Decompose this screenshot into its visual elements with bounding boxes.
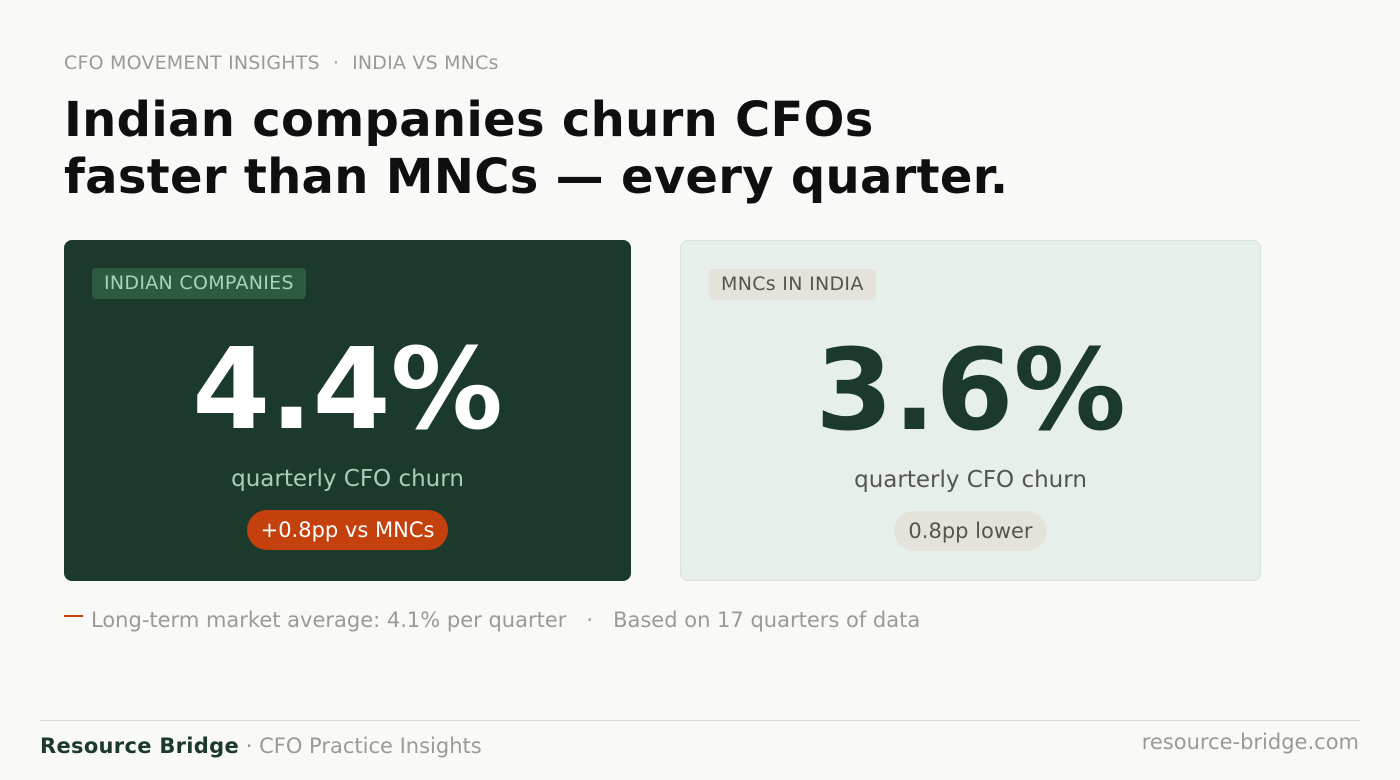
title-line-2: faster than MNCs — every quarter. [64,149,1008,206]
footnote: Long-term market average: 4.1% per quart… [64,608,920,632]
eyebrow-separator: · [333,52,339,74]
brand-tagline: CFO Practice Insights [259,734,482,758]
average-line-marker [64,615,83,617]
title-line-1: Indian companies churn CFOs [64,92,1008,149]
mnc-difference-badge: 0.8pp lower [894,511,1046,551]
mnc-card: MNCs IN INDIA 3.6% quarterly CFO churn 0… [680,240,1261,581]
indian-churn-value: 4.4% [64,320,631,460]
footer-divider [40,720,1360,721]
indian-companies-tag: INDIAN COMPANIES [92,268,306,299]
eyebrow: CFO MOVEMENT INSIGHTS · INDIA VS MNCs [64,52,499,74]
brand-name: Resource Bridge [40,734,239,758]
data-basis-note: Based on 17 quarters of data [613,608,920,632]
indian-badge-wrap: +0.8pp vs MNCs [64,510,631,550]
mnc-churn-value: 3.6% [681,321,1260,461]
indian-companies-card: INDIAN COMPANIES 4.4% quarterly CFO chur… [64,240,631,581]
mnc-churn-caption: quarterly CFO churn [681,465,1260,495]
indian-churn-caption: quarterly CFO churn [64,464,631,494]
page-title: Indian companies churn CFOs faster than … [64,92,1008,206]
footer-brand: Resource Bridge · CFO Practice Insights [40,734,482,758]
eyebrow-topic: INDIA VS MNCs [352,52,499,74]
footer-separator: · [246,734,253,758]
footnote-separator: · [586,608,593,632]
market-average-note: Long-term market average: 4.1% per quart… [91,608,566,632]
website-url: resource-bridge.com [1142,730,1359,754]
mnc-badge-wrap: 0.8pp lower [681,511,1260,551]
indian-difference-badge: +0.8pp vs MNCs [247,510,449,550]
eyebrow-section: CFO MOVEMENT INSIGHTS [64,52,320,74]
mnc-tag: MNCs IN INDIA [709,269,876,300]
